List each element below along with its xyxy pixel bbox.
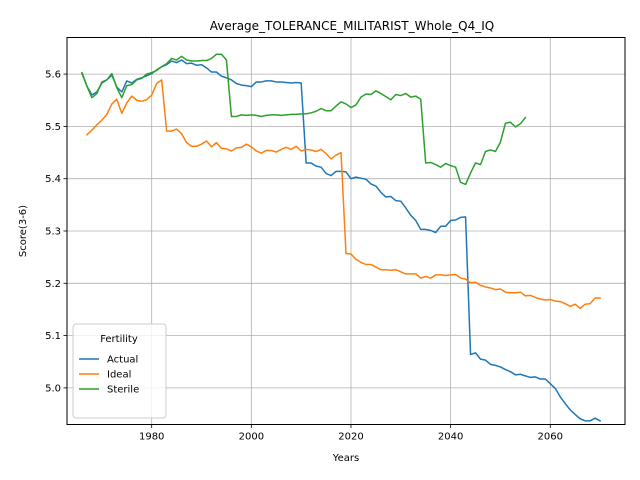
x-tick-label: 2060 [538, 432, 563, 443]
y-tick-label: 5.6 [45, 70, 61, 81]
y-tick-label: 5.3 [45, 227, 61, 238]
legend-items: Actual Ideal Sterile [79, 355, 139, 396]
y-tick-label: 5.2 [45, 279, 61, 290]
series-lines [80, 53, 602, 422]
y-axis-label: Score(3-6) [18, 205, 29, 257]
y-tick-label: 5.4 [45, 174, 61, 185]
legend-label-actual: Actual [107, 355, 138, 366]
legend-label-sterile: Sterile [107, 385, 139, 396]
legend-title: Fertility [100, 334, 138, 345]
x-tick-label: 2000 [239, 432, 264, 443]
series-line-sterile [80, 53, 527, 186]
y-tick-label: 5.5 [45, 122, 61, 133]
chart-title: Average_TOLERANCE_MILITARIST_Whole_Q4_IQ [210, 19, 494, 33]
x-axis-label: Years [332, 453, 359, 464]
x-axis: 1980 2000 2020 2040 2060 [139, 424, 563, 443]
legend-label-ideal: Ideal [107, 370, 131, 381]
x-tick-label: 2020 [338, 432, 363, 443]
series-line-actual [80, 59, 602, 422]
x-tick-label: 2040 [438, 432, 463, 443]
x-tick-label: 1980 [139, 432, 164, 443]
legend-box [72, 323, 167, 419]
y-tick-label: 5.0 [45, 383, 61, 394]
series-line-ideal [85, 79, 601, 310]
y-tick-label: 5.1 [45, 331, 61, 342]
y-axis: 5.0 5.1 5.2 5.3 5.4 5.5 5.6 [45, 70, 67, 394]
legend: Fertility Actual Ideal Sterile [72, 323, 167, 419]
